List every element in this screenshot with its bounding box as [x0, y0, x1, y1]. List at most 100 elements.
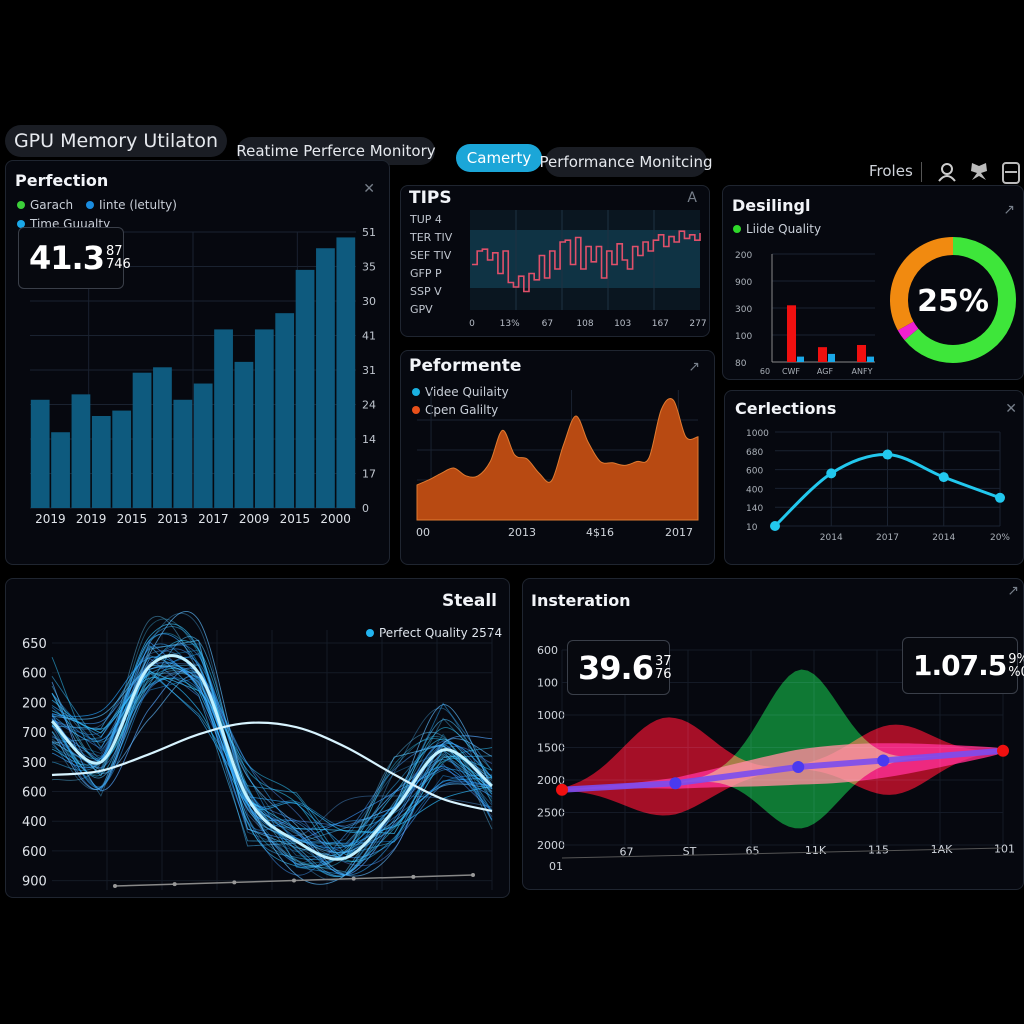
- callout-value: 1.07.5: [913, 649, 1007, 682]
- axis-dot: [351, 876, 356, 881]
- legend-dot: [366, 629, 374, 637]
- device-icon[interactable]: [1002, 162, 1020, 184]
- data-point: [792, 761, 805, 773]
- data-point: [826, 468, 837, 479]
- legend-dot: [412, 388, 420, 396]
- highlight-band: [470, 230, 700, 288]
- y-tick-label: 35: [362, 261, 376, 274]
- legend-label: Perfect Quality 2574: [379, 626, 503, 640]
- panel-title: Cerlections: [735, 399, 837, 418]
- x-tick-label: CWF: [782, 367, 800, 376]
- legend-dot: [17, 201, 25, 209]
- wave-line: [51, 671, 493, 876]
- x-tick-label: 2014: [932, 533, 955, 543]
- y-tick-label: 0: [362, 502, 369, 515]
- legend-dot: [17, 220, 25, 228]
- main-wave-line: [50, 654, 493, 861]
- steall-wave-chart: 650 600 200 700 300 600 400 600 900: [22, 611, 493, 890]
- y-tick-label: 680: [746, 448, 763, 458]
- x-tick-label: 2015: [117, 512, 148, 526]
- close-icon[interactable]: ✕: [363, 181, 375, 197]
- x-tick-label: 60: [760, 367, 770, 376]
- butterfly-icon[interactable]: [969, 162, 989, 182]
- row-label: TER TIV: [410, 231, 453, 244]
- bar: [173, 399, 193, 508]
- bar: [234, 361, 254, 508]
- y-tick-label: 400: [746, 485, 763, 495]
- legend-item: Garach: [17, 198, 73, 212]
- y-tick-label: 1000: [746, 429, 769, 439]
- tab-performance-monitoring[interactable]: Performance Monitcing: [540, 147, 712, 177]
- area-band: [562, 717, 1003, 816]
- legend-label: Videe Quilaity: [425, 385, 509, 399]
- x-tick-label: 2017: [665, 526, 693, 539]
- tab-camerty[interactable]: Camerty: [456, 144, 542, 172]
- profile-label[interactable]: Froles: [869, 162, 913, 180]
- legend-item: Perfect Quality 2574: [366, 626, 502, 640]
- x-axis: [561, 847, 1004, 859]
- user-icon[interactable]: [937, 162, 957, 182]
- secondary-wave-line: [51, 721, 493, 813]
- data-point: [997, 744, 1009, 757]
- x-tick-label: 20%: [990, 533, 1010, 543]
- axis-dot: [113, 884, 117, 888]
- donut-slice: [897, 321, 919, 341]
- expand-icon[interactable]: ↗: [688, 359, 700, 375]
- wave-line: [51, 675, 493, 877]
- x-tick-label: ST: [683, 845, 697, 858]
- x-tick-label: 00: [416, 526, 430, 539]
- area-fill: [416, 398, 699, 521]
- x-tick-label: AGF: [817, 367, 834, 376]
- callout-sub: 746: [105, 257, 131, 272]
- y-tick-label: 900: [22, 875, 47, 890]
- wave-line: [51, 616, 493, 867]
- bar: [336, 237, 356, 509]
- callout-sub: %0: [1008, 664, 1024, 680]
- panel-title: Insteration: [531, 591, 631, 610]
- row-label: GFP P: [410, 267, 442, 280]
- close-icon[interactable]: ✕: [1005, 401, 1017, 417]
- legend-dot: [86, 201, 94, 209]
- x-tick-label: ANFY: [852, 367, 873, 376]
- y-tick-label: 24: [362, 399, 376, 412]
- bar: [867, 356, 874, 362]
- expand-icon[interactable]: ↗: [1003, 202, 1015, 218]
- legend-item: Liide Quality: [733, 222, 821, 236]
- x-tick-label: 2019: [76, 512, 107, 526]
- x-tick-label: 13%: [500, 319, 520, 329]
- panel-title: Peformente: [409, 356, 522, 376]
- wave-line: [51, 671, 493, 856]
- legend-dot: [733, 225, 741, 233]
- insteration-callout-right: 1.07.5 9%%0: [902, 637, 1024, 694]
- panel-title: TIPS: [409, 188, 452, 208]
- y-tick-label: 30: [362, 295, 376, 308]
- callout-sub: 76: [654, 666, 672, 682]
- expand-icon[interactable]: ↗: [1007, 583, 1019, 599]
- bar: [316, 248, 335, 508]
- y-tick-label: 2000: [537, 774, 565, 787]
- data-point: [556, 783, 568, 796]
- x-tick-label: 277: [689, 319, 706, 329]
- legend-label: Garach: [30, 198, 74, 212]
- panel-title: Steall: [441, 591, 497, 611]
- legend-dot: [412, 406, 420, 414]
- x-tick-label: 2009: [239, 512, 270, 526]
- data-point: [938, 472, 949, 483]
- panel-title: Desilingl: [732, 196, 811, 215]
- x-tick-label: 67: [542, 319, 553, 329]
- bar: [30, 399, 50, 508]
- callout-sup: 37: [654, 653, 672, 669]
- y-tick-label: 600: [22, 786, 47, 801]
- tab-gpu-memory[interactable]: GPU Memory Utilaton: [5, 125, 227, 157]
- legend-item: Videe Quilaity: [412, 385, 509, 399]
- bar: [797, 356, 804, 362]
- expand-icon[interactable]: A: [687, 190, 697, 206]
- bar: [193, 383, 213, 508]
- data-point: [882, 449, 893, 460]
- legend-label: Cpen Galilty: [425, 403, 499, 417]
- callout-value: 41.3: [29, 239, 105, 277]
- corrections-panel: Cerlections ✕: [724, 390, 1024, 565]
- row-label: SSP V: [410, 285, 442, 298]
- data-point: [877, 754, 890, 767]
- axis-dot: [292, 878, 296, 883]
